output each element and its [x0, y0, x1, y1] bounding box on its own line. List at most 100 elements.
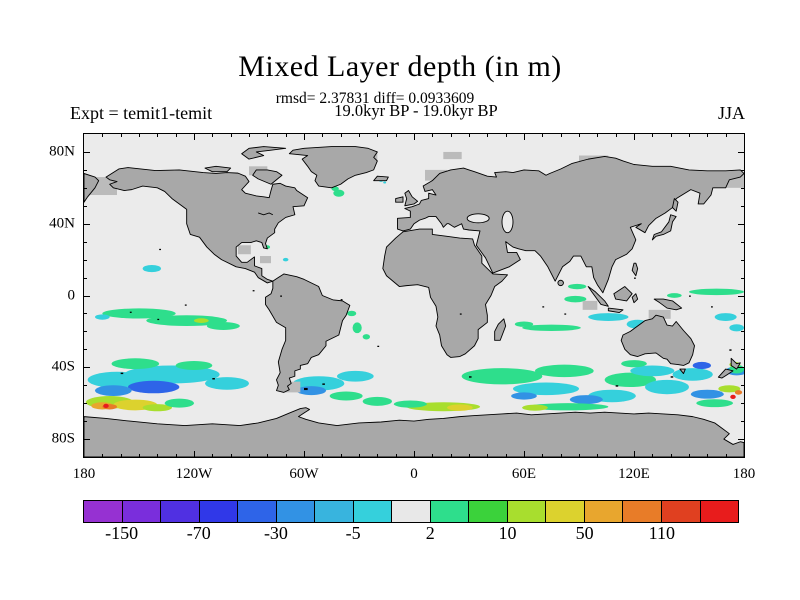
- tick-mark: [121, 134, 122, 137]
- britain: [404, 190, 419, 207]
- victoria-island: [204, 165, 232, 173]
- tick-mark: [414, 451, 415, 457]
- colorbar-segment: [699, 501, 739, 522]
- tick-mark: [194, 451, 195, 457]
- tick-mark: [249, 134, 250, 137]
- tick-mark: [176, 134, 177, 137]
- tick-mark: [524, 134, 525, 140]
- sakhalin: [672, 198, 679, 212]
- caspian-sea: [501, 210, 514, 234]
- tick-mark: [707, 454, 708, 457]
- colorbar-segment: [352, 501, 392, 522]
- lon-tick-label: 180: [732, 466, 756, 482]
- tick-mark: [738, 367, 744, 368]
- new-zealand-south: [717, 368, 734, 379]
- lon-tick-label: 120W: [175, 466, 213, 482]
- tick-mark: [738, 296, 744, 297]
- tick-mark: [157, 454, 158, 457]
- ireland: [395, 196, 404, 203]
- tick-mark: [741, 206, 744, 207]
- tick-mark: [84, 188, 87, 189]
- colorbar-label: -150: [105, 523, 139, 543]
- tick-mark: [84, 313, 87, 314]
- tick-mark: [597, 134, 598, 137]
- lat-tick-label: 80N: [49, 143, 75, 160]
- tick-mark: [84, 260, 87, 261]
- sumatra: [587, 286, 609, 307]
- new-zealand-north: [730, 357, 741, 370]
- colorbar-segment: [468, 501, 507, 522]
- borneo: [613, 286, 633, 302]
- tick-mark: [741, 349, 744, 350]
- colorbar-label: -30: [263, 523, 288, 543]
- tick-mark: [487, 134, 488, 137]
- eurasia: [397, 155, 744, 294]
- tick-mark: [741, 421, 744, 422]
- chukotka-left-edge: [84, 173, 100, 203]
- tick-mark: [212, 134, 213, 137]
- tick-mark: [616, 134, 617, 137]
- tick-mark: [542, 454, 543, 457]
- black-sea: [466, 213, 490, 224]
- experiment-label: Expt = temit1-temit: [70, 103, 213, 123]
- lat-tick-label: 40N: [49, 215, 75, 232]
- tick-mark: [304, 451, 305, 457]
- africa: [382, 228, 508, 358]
- tick-mark: [652, 454, 653, 457]
- tick-mark: [84, 367, 90, 368]
- tick-mark: [84, 385, 87, 386]
- tick-mark: [451, 134, 452, 137]
- tick-mark: [432, 454, 433, 457]
- colorbar-segment: [429, 501, 469, 522]
- tick-mark: [359, 134, 360, 137]
- tick-mark: [377, 134, 378, 137]
- tick-mark: [267, 134, 268, 137]
- tick-mark: [741, 403, 744, 404]
- tick-mark: [469, 454, 470, 457]
- colorbar-segment: [121, 501, 161, 522]
- lat-tick-label: 0: [67, 287, 76, 303]
- australia: [620, 314, 695, 366]
- madagascar: [494, 318, 507, 341]
- tick-mark: [726, 134, 727, 137]
- tick-mark: [561, 454, 562, 457]
- tick-mark: [84, 206, 87, 207]
- tick-mark: [432, 134, 433, 137]
- tick-mark: [304, 134, 305, 140]
- lat-tick-label: 80S: [51, 430, 75, 447]
- period-line: 19.0kyr BP - 19.0kyr BP: [334, 101, 498, 120]
- tick-mark: [84, 349, 87, 350]
- south-america: [265, 273, 351, 393]
- colorbar-labels: -150 -70 -30 -5 2 10 50 110: [83, 523, 739, 545]
- colorbar-label: 10: [498, 523, 517, 543]
- lon-tick-label: 60W: [289, 466, 319, 482]
- tick-mark: [487, 454, 488, 457]
- world-map: [84, 134, 744, 457]
- colorbar: [83, 500, 739, 523]
- japan: [651, 214, 677, 241]
- map-frame: [83, 133, 745, 458]
- tick-mark: [741, 278, 744, 279]
- tick-mark: [84, 403, 87, 404]
- tick-mark: [451, 454, 452, 457]
- colorbar-segment: [660, 501, 700, 522]
- tick-mark: [286, 134, 287, 137]
- lon-tick-label: 180: [72, 466, 96, 482]
- tick-mark: [738, 439, 744, 440]
- tick-mark: [634, 451, 635, 457]
- tick-mark: [689, 134, 690, 137]
- colorbar-label: 110: [648, 523, 675, 543]
- page-title: Mixed Layer depth (in m): [238, 50, 562, 83]
- iceland: [373, 175, 389, 182]
- colorbar-segment: [391, 501, 430, 522]
- tick-mark: [139, 134, 140, 137]
- java: [607, 307, 624, 313]
- tick-mark: [341, 134, 342, 137]
- tick-mark: [741, 331, 744, 332]
- tick-mark: [359, 454, 360, 457]
- tick-mark: [414, 134, 415, 140]
- tick-mark: [212, 454, 213, 457]
- tick-mark: [741, 242, 744, 243]
- tick-mark: [194, 134, 195, 140]
- colorbar-segment: [198, 501, 238, 522]
